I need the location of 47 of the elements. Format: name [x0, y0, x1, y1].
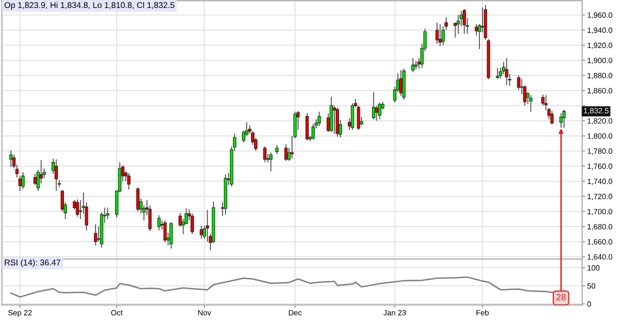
candlestick: [438, 24, 442, 46]
candlestick: [318, 111, 321, 127]
candlestick: [529, 94, 532, 112]
candlestick: [541, 94, 545, 106]
candlestick: [550, 110, 554, 126]
candlestick: [444, 16, 448, 31]
candlestick: [33, 173, 37, 186]
candlestick: [18, 175, 22, 192]
candlestick: [559, 112, 563, 128]
candlestick: [76, 198, 80, 218]
candlestick: [206, 209, 210, 242]
candlestick: [269, 152, 273, 172]
candlestick: [356, 105, 360, 130]
candlestick: [136, 186, 140, 212]
candlestick: [462, 8, 466, 34]
annotation: 28: [556, 294, 566, 300]
candlestick: [350, 102, 354, 130]
candlestick: [435, 22, 439, 44]
candlestick: [127, 172, 130, 190]
candlestick: [375, 105, 378, 122]
candlestick: [496, 67, 500, 79]
chart-title: RSI (14): 36.47: [4, 259, 60, 268]
candlestick: [106, 207, 110, 220]
candlestick: [411, 58, 415, 73]
candlestick: [9, 150, 13, 168]
candlestick: [456, 14, 460, 34]
candlestick: [442, 26, 445, 46]
candlestick: [54, 158, 58, 192]
chart-title: Op 1,823.9, Hi 1,834.8, Lo 1,810.8, Cl 1,832.5: [4, 2, 174, 10]
candlestick: [399, 70, 402, 96]
candlestick: [157, 214, 161, 231]
candlestick: [372, 92, 376, 120]
candlestick: [378, 102, 382, 120]
candlestick: [163, 220, 167, 243]
candlestick: [21, 172, 25, 190]
candlestick: [312, 123, 315, 140]
candlestick: [169, 222, 173, 249]
candlestick: [275, 144, 279, 155]
candlestick: [562, 109, 566, 128]
candlestick: [263, 146, 266, 163]
candlestick: [284, 144, 288, 162]
candlestick: [332, 105, 336, 134]
candlestick: [306, 112, 309, 141]
candlestick: [94, 224, 98, 246]
candlestick: [517, 74, 520, 90]
candlestick: [190, 213, 194, 235]
candlestick: [504, 58, 508, 86]
